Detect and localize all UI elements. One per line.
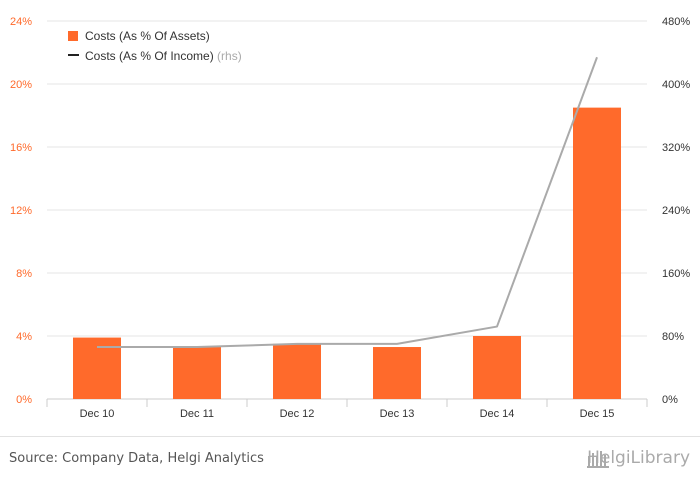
- x-tick-label: Dec 13: [380, 408, 415, 420]
- x-tick-label: Dec 12: [280, 408, 315, 420]
- brand-logo: HelgiLibrary: [587, 448, 690, 468]
- legend-label-line-text: Costs (As % Of Income): [85, 49, 214, 63]
- series-line: [97, 56, 598, 349]
- left-tick-label: 12%: [10, 205, 32, 217]
- bar-series: [73, 107, 621, 399]
- left-tick-label: 0%: [16, 394, 32, 406]
- right-tick-label: 480%: [662, 16, 690, 28]
- right-tick-label: 80%: [662, 331, 684, 343]
- bar: [173, 347, 221, 399]
- right-axis: 0% 80% 160% 240% 320% 400% 480%: [662, 16, 690, 406]
- bar: [273, 343, 321, 399]
- x-tick-label: Dec 11: [180, 408, 214, 420]
- legend: Costs (As % Of Assets) Costs (As % Of In…: [68, 29, 242, 63]
- footer-divider: [0, 436, 700, 437]
- x-tick-label: Dec 15: [580, 408, 615, 420]
- left-tick-label: 16%: [10, 142, 32, 154]
- bar: [573, 107, 621, 399]
- left-tick-label: 8%: [16, 268, 32, 280]
- bar: [473, 336, 521, 399]
- legend-rhs-suffix: (rhs): [217, 49, 242, 63]
- legend-swatch-line: [68, 54, 79, 56]
- x-tick-label: Dec 14: [480, 408, 515, 420]
- legend-swatch-bar: [68, 31, 78, 41]
- left-axis: 0% 4% 8% 12% 16% 20% 24%: [10, 16, 32, 406]
- left-tick-label: 24%: [10, 16, 32, 28]
- grid: [47, 20, 647, 400]
- right-tick-label: 320%: [662, 142, 690, 154]
- right-tick-label: 160%: [662, 268, 690, 280]
- right-tick-label: 0%: [662, 394, 678, 406]
- brand-name: HelgiLibrary: [587, 448, 690, 468]
- right-tick-label: 240%: [662, 205, 690, 217]
- legend-label-bar: Costs (As % Of Assets): [85, 29, 210, 43]
- left-tick-label: 4%: [16, 331, 32, 343]
- chart: 0% 4% 8% 12% 16% 20% 24% 0% 80% 160% 240% 320% 400%…: [10, 16, 690, 420]
- left-tick-label: 20%: [10, 79, 32, 91]
- x-tick-label: Dec 10: [80, 408, 115, 420]
- legend-label-line: Costs (As % Of Income) (rhs): [85, 49, 242, 63]
- source-note: Source: Company Data, Helgi Analytics: [9, 451, 264, 466]
- x-axis: Dec 10 Dec 11 Dec 12 Dec 13 Dec 14 Dec 15: [46, 399, 648, 420]
- right-tick-label: 400%: [662, 79, 690, 91]
- library-icon: [587, 451, 610, 468]
- bar: [373, 347, 421, 399]
- line-series: [97, 56, 598, 349]
